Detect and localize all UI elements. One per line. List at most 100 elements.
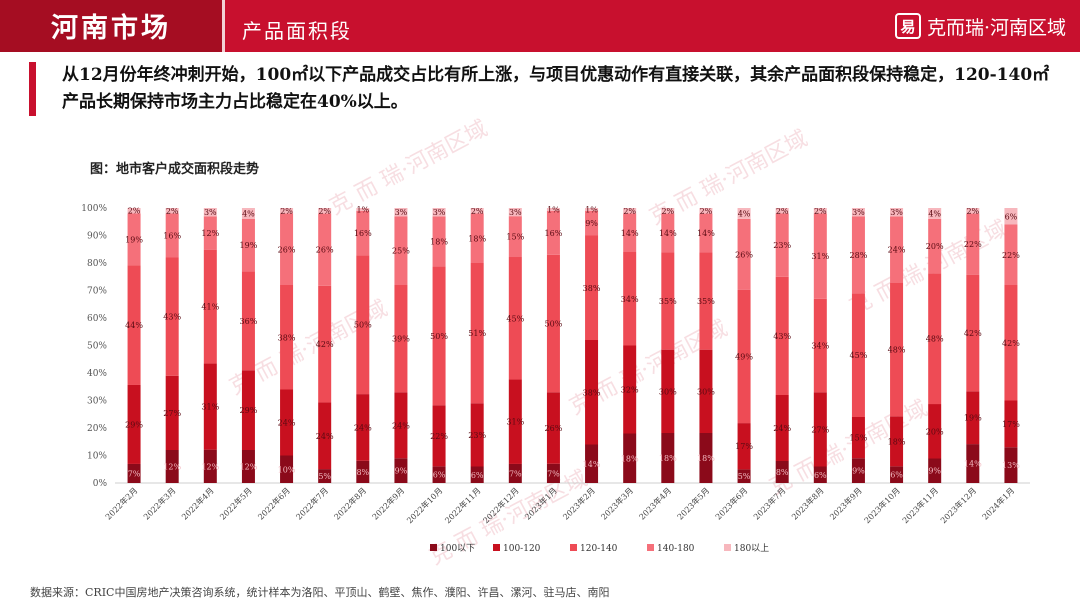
- data-label: 26%: [545, 424, 563, 433]
- x-tick-label: 2022年3月: [141, 485, 177, 521]
- y-tick-label: 20%: [87, 424, 107, 434]
- data-label: 15%: [850, 434, 868, 443]
- data-label: 51%: [468, 329, 486, 338]
- bar-segment: [699, 433, 713, 483]
- brand-name: 克而瑞·河南区域: [926, 16, 1066, 39]
- bar-segment: [813, 298, 827, 393]
- bar-segment: [890, 216, 904, 283]
- data-label: 24%: [354, 423, 372, 432]
- data-label: 2%: [966, 207, 979, 216]
- data-label: 6%: [471, 471, 484, 480]
- legend-swatch: [430, 544, 437, 551]
- bar-segment: [470, 263, 484, 404]
- y-tick-label: 100%: [81, 204, 107, 214]
- x-tick-label: 2022年10月: [404, 485, 444, 525]
- bar-segment: [470, 403, 484, 467]
- bar-segment: [813, 208, 827, 214]
- header-title-block: 河南市场: [0, 0, 222, 52]
- data-label: 18%: [430, 237, 448, 246]
- bar-segment: [585, 340, 599, 445]
- bar-segment: [280, 285, 294, 390]
- bar-segment: [508, 379, 522, 464]
- bar-segment: [432, 208, 446, 217]
- data-label: 26%: [278, 245, 296, 254]
- data-label: 1%: [547, 205, 560, 214]
- data-label: 24%: [392, 421, 410, 430]
- bar-segment: [661, 252, 675, 350]
- bar-segment: [623, 433, 637, 483]
- bar-segment: [432, 466, 446, 483]
- bar-segment: [851, 216, 865, 294]
- bar-segment: [127, 463, 141, 483]
- bar-segment: [966, 391, 980, 445]
- bar-segment: [813, 392, 827, 467]
- y-axis: 0% 10% 20% 30% 40% 50% 60% 70% 80% 90% 100%: [81, 204, 1030, 489]
- data-label: 2%: [814, 207, 827, 216]
- data-label: 16%: [545, 229, 563, 238]
- data-label: 29%: [125, 420, 143, 429]
- data-label: 7%: [547, 469, 560, 478]
- x-tick-label: 2023年2月: [561, 485, 597, 521]
- bar-segment: [203, 216, 217, 250]
- data-label: 34%: [811, 342, 829, 351]
- bar-segment: [508, 463, 522, 483]
- data-label: 2%: [700, 207, 713, 216]
- bar-segment: [1004, 400, 1018, 448]
- data-label: 42%: [964, 329, 982, 338]
- legend-swatch: [493, 544, 500, 551]
- y-tick-label: 0%: [93, 479, 108, 489]
- data-label: 41%: [201, 303, 219, 312]
- bar-segment: [699, 208, 713, 214]
- data-label: 24%: [316, 432, 334, 441]
- data-label: 18%: [621, 454, 639, 463]
- data-label: 12%: [201, 462, 219, 471]
- bar-segment: [356, 255, 370, 395]
- data-label: 19%: [125, 235, 143, 244]
- x-tick-label: 2022年7月: [294, 485, 330, 521]
- data-label: 35%: [659, 297, 677, 306]
- bar-segment: [165, 257, 179, 376]
- bar-segment: [890, 283, 904, 417]
- data-label: 24%: [773, 424, 791, 433]
- bar-segment: [546, 463, 560, 483]
- bar-segment: [280, 213, 294, 285]
- header-bar: 河南市场 产品面积段 易 克而瑞·河南区域: [0, 0, 1080, 52]
- data-label: 3%: [890, 208, 903, 217]
- data-label: 3%: [852, 208, 865, 217]
- bar-segment: [737, 218, 751, 290]
- bar-segment: [394, 285, 408, 393]
- x-tick-label: 2023年4月: [637, 485, 673, 521]
- bar-segment: [203, 249, 217, 364]
- bar-segment: [928, 273, 942, 405]
- bar-segment: [661, 213, 675, 253]
- bar-segment: [928, 404, 942, 459]
- legend-label: 100-120: [503, 544, 541, 554]
- x-tick-label: 2023年9月: [827, 485, 863, 521]
- data-label: 10%: [278, 465, 296, 474]
- bar-segment: [432, 405, 446, 467]
- bar-segment: [508, 208, 522, 217]
- data-label: 7%: [128, 469, 141, 478]
- bar-segment: [928, 218, 942, 274]
- bar-segment: [165, 213, 179, 258]
- data-label: 12%: [163, 463, 181, 472]
- bar-segment: [737, 469, 751, 483]
- data-label: 3%: [395, 208, 408, 217]
- data-label: 14%: [659, 229, 677, 238]
- brand-logo: 易 克而瑞·河南区域: [894, 12, 1066, 40]
- data-label: 26%: [735, 250, 753, 259]
- bar-segment: [165, 450, 179, 483]
- bar-segment: [1004, 208, 1018, 225]
- bar-segment: [661, 349, 675, 433]
- data-label: 13%: [1002, 461, 1020, 470]
- bar-segment: [585, 208, 599, 211]
- data-label: 22%: [430, 432, 448, 441]
- data-label: 5%: [318, 472, 331, 481]
- bar-segment: [394, 216, 408, 285]
- data-label: 15%: [506, 233, 524, 242]
- x-tick-label: 2023年8月: [789, 485, 825, 521]
- data-label: 49%: [735, 352, 753, 361]
- legend-label: 100以下: [440, 544, 475, 554]
- bar-segment: [203, 363, 217, 450]
- bar-segment: [280, 208, 294, 214]
